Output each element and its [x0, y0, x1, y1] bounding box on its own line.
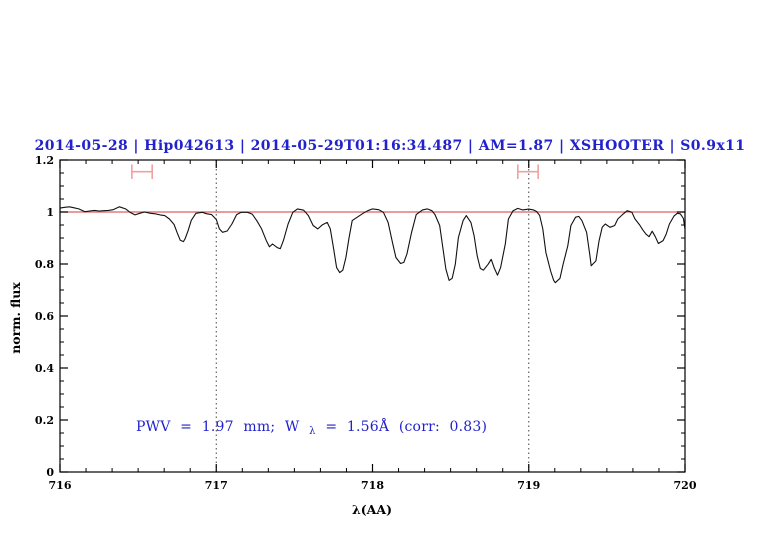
- y-tick-label: 0.4: [35, 362, 54, 375]
- y-tick-label: 0.6: [35, 310, 54, 323]
- y-tick-label: 1.2: [35, 154, 54, 167]
- pwv-annotation-prefix: PWV = 1.97 mm; W: [136, 419, 300, 435]
- x-tick-label: 719: [517, 479, 540, 492]
- x-tick-label: 717: [205, 479, 228, 492]
- y-tick-label: 0.2: [35, 414, 54, 427]
- chart-layer: 716 717 718 719 720 0 0.2 0.4 0.6 0.8 1 1.2: [35, 154, 697, 492]
- x-tick-label: 718: [361, 479, 384, 492]
- pwv-annotation-suffix: = 1.56Å (corr: 0.83): [325, 417, 487, 435]
- x-axis-label: λ(AA): [352, 502, 392, 517]
- y-tick-label: 1: [46, 206, 54, 219]
- pwv-annotation: PWV = 1.97 mm; W λ = 1.56Å (corr: 0.83): [136, 417, 487, 438]
- x-tick-label: 716: [49, 479, 72, 492]
- y-tick-label: 0: [46, 466, 54, 479]
- pwv-annotation-subscript: λ: [309, 426, 316, 437]
- plot-title: 2014-05-28 | Hip042613 | 2014-05-29T01:1…: [35, 138, 746, 154]
- spectrum-line: [59, 206, 686, 284]
- x-tick-label: 720: [674, 479, 697, 492]
- y-tick-label: 0.8: [35, 258, 54, 271]
- y-axis-label: norm. flux: [8, 282, 23, 354]
